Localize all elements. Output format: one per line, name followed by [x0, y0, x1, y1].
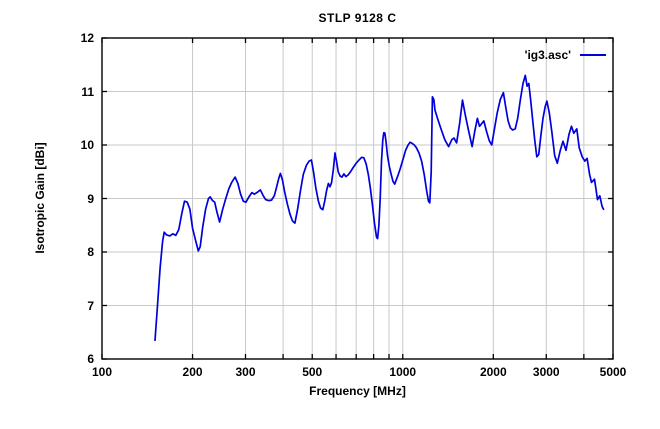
y-tick-label: 11 [81, 84, 94, 99]
x-axis-label: Frequency [MHz] [309, 384, 406, 398]
x-tick-label: 500 [302, 365, 323, 379]
x-tick-label: 200 [182, 365, 203, 379]
y-tick-label: 8 [87, 245, 94, 259]
legend-label: 'ig3.asc' [524, 48, 571, 62]
legend: 'ig3.asc' [102, 48, 607, 62]
x-tick-label: 5000 [599, 365, 627, 379]
y-axis-label: Isotropic Gain [dBi] [33, 142, 47, 254]
x-tick-label: 300 [235, 365, 256, 379]
x-tick-label: 3000 [532, 365, 560, 379]
data-line-ig3asc [154, 74, 605, 342]
legend-line-sample-icon [580, 54, 606, 56]
y-tick-label: 6 [87, 352, 94, 366]
y-tick-label: 10 [80, 138, 94, 152]
y-tick-label: 12 [80, 31, 94, 45]
x-tick-label: 100 [91, 365, 113, 379]
x-tick-label: 2000 [479, 365, 507, 379]
chart-title: STLP 9128 C [318, 11, 397, 25]
y-tick-label: 9 [87, 191, 94, 206]
x-tick-label: 1000 [389, 365, 417, 379]
y-tick-label: 7 [87, 298, 94, 313]
